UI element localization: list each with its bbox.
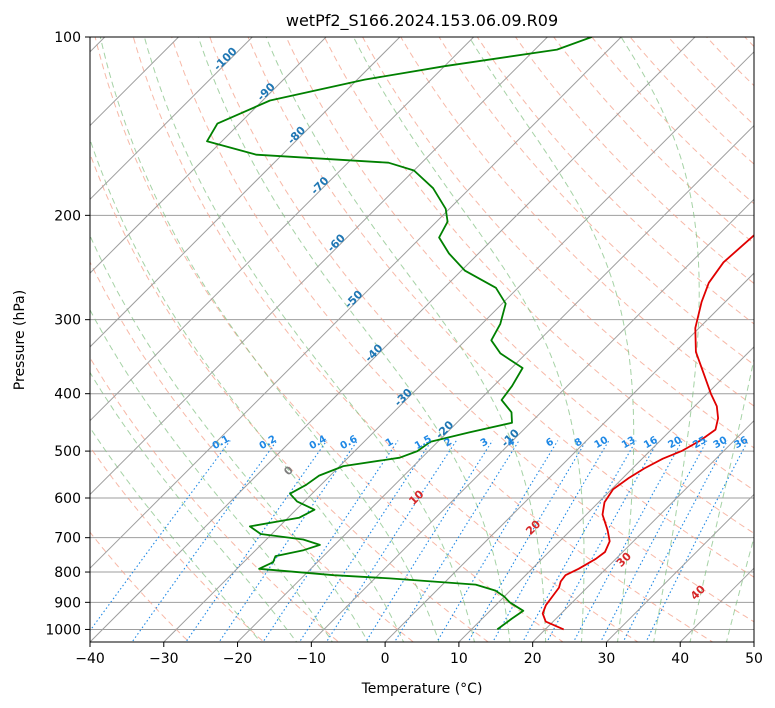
dry-adiabat-line [171, 37, 714, 642]
x-tick-label: −20 [223, 651, 253, 667]
mixing-ratio-lines [90, 440, 749, 642]
moist-adiabat-line [725, 535, 754, 642]
isotherms [90, 37, 754, 642]
moist-adiabat-line [265, 37, 547, 642]
isotherm-line [90, 37, 475, 422]
isotherm-line [531, 419, 754, 642]
y-tick-label: 500 [54, 444, 81, 460]
isotherm-line [90, 37, 622, 569]
x-tick-label: 0 [381, 651, 390, 667]
y-tick-label: 600 [54, 491, 81, 507]
moist-adiabat-line [689, 356, 754, 642]
mixing-ratio-line [365, 440, 493, 642]
y-tick-label: 400 [54, 387, 81, 403]
moist-adiabat-line [90, 308, 334, 642]
y-tick-label: 300 [54, 313, 81, 329]
mixing-ratio-line [325, 440, 457, 642]
x-tick-label: −40 [75, 651, 105, 667]
x-tick-label: 20 [524, 651, 542, 667]
dry-adiabat-line [209, 37, 754, 623]
mixing-ratio-line [436, 440, 559, 642]
mixing-ratio-line [467, 440, 587, 642]
dewpoint-trace [206, 37, 593, 631]
mixing-ratio-line [522, 440, 637, 642]
plot-frame [89, 36, 755, 643]
mixing-ratio-label: 8 [573, 436, 585, 449]
mixing-ratio-line [599, 440, 708, 642]
isotherm-line [163, 51, 754, 642]
dry-adiabat-line [94, 37, 564, 642]
mixing-ratio-line [572, 440, 683, 642]
moist-adiabat-line [197, 37, 511, 642]
y-tick-label: 1000 [45, 622, 81, 638]
dry-adiabat-line [362, 37, 754, 449]
x-tick-label: 40 [671, 651, 689, 667]
mixing-ratio-label: 3 [479, 436, 491, 449]
dry-adiabat-line [90, 446, 265, 642]
mixing-ratio-line [298, 440, 433, 642]
x-tick-label: −10 [297, 651, 327, 667]
x-axis-title: Temperature (°C) [361, 681, 483, 697]
y-tick-label: 700 [54, 531, 81, 547]
isotherm-line [605, 493, 754, 642]
x-tick-label: −30 [149, 651, 179, 667]
isotherm-line [236, 124, 754, 642]
y-tick-label: 100 [54, 30, 81, 46]
moist-adiabats [90, 37, 754, 642]
x-tick-label: 30 [598, 651, 616, 667]
y-tick-label: 200 [54, 208, 81, 224]
isotherm-line [90, 37, 327, 274]
isotherm-line [90, 37, 696, 642]
dry-adiabat-line [400, 37, 754, 407]
axis-ticks: −40 −30 −20 −10 0 10 20 30 40 50 100 200 300 400 500 60… [45, 30, 763, 667]
y-axis-title: Pressure (hPa) [12, 290, 28, 390]
dry-adiabat-line [90, 531, 190, 642]
moist-adiabat-line [352, 37, 585, 642]
dry-adiabat-line [438, 37, 754, 366]
moist-adiabat-line [90, 426, 262, 642]
mixing-ratio-label: 2 [442, 436, 454, 449]
isotherm-line [458, 346, 754, 642]
chart-title: wetPf2_S166.2024.153.06.09.R09 [286, 11, 558, 31]
sounding-traces [206, 37, 754, 631]
isotherm-line [90, 37, 549, 496]
dry-adiabat-line [285, 37, 754, 534]
x-tick-label: 10 [450, 651, 468, 667]
dry-adiabat-line [132, 37, 639, 642]
mixing-ratio-line [546, 440, 659, 642]
mixing-ratio-label: 4 [505, 436, 517, 449]
moist-adiabat-line [620, 37, 700, 642]
dry-adiabat-line [247, 37, 754, 578]
mixing-ratio-line [622, 440, 728, 642]
dry-adiabat-line [476, 37, 754, 325]
isotherm-line [90, 37, 180, 127]
temperature-trace [541, 234, 754, 631]
moist-adiabat-line [99, 37, 440, 642]
moist-adiabat-line [143, 37, 475, 642]
mixing-ratio-line [131, 440, 278, 642]
isotherm-line [90, 37, 254, 201]
moist-adiabat-line [90, 371, 298, 642]
pressure-gridlines [90, 37, 754, 630]
mixing-ratio-label: 1 [384, 436, 396, 449]
y-tick-label: 800 [54, 565, 81, 581]
mixing-ratio-label: 6 [544, 436, 556, 449]
dry-adiabat-line [90, 260, 415, 642]
isotherm-line [90, 37, 401, 348]
y-tick-label: 900 [54, 595, 81, 611]
moist-adiabat-line [90, 234, 369, 642]
mixing-ratio-line [262, 440, 399, 642]
mixing-ratio-line [492, 440, 610, 642]
mixing-ratio-line [645, 440, 749, 642]
moist-adiabat-line [468, 37, 635, 642]
isotherm-line [310, 198, 754, 642]
x-tick-label: 50 [745, 651, 763, 667]
mixing-ratio-line [90, 440, 231, 632]
plot-area: -100-90-80-70-60-50-40-30-20 -100.1 0.2 0.4… [90, 37, 754, 642]
dry-adiabat-line [90, 356, 340, 642]
